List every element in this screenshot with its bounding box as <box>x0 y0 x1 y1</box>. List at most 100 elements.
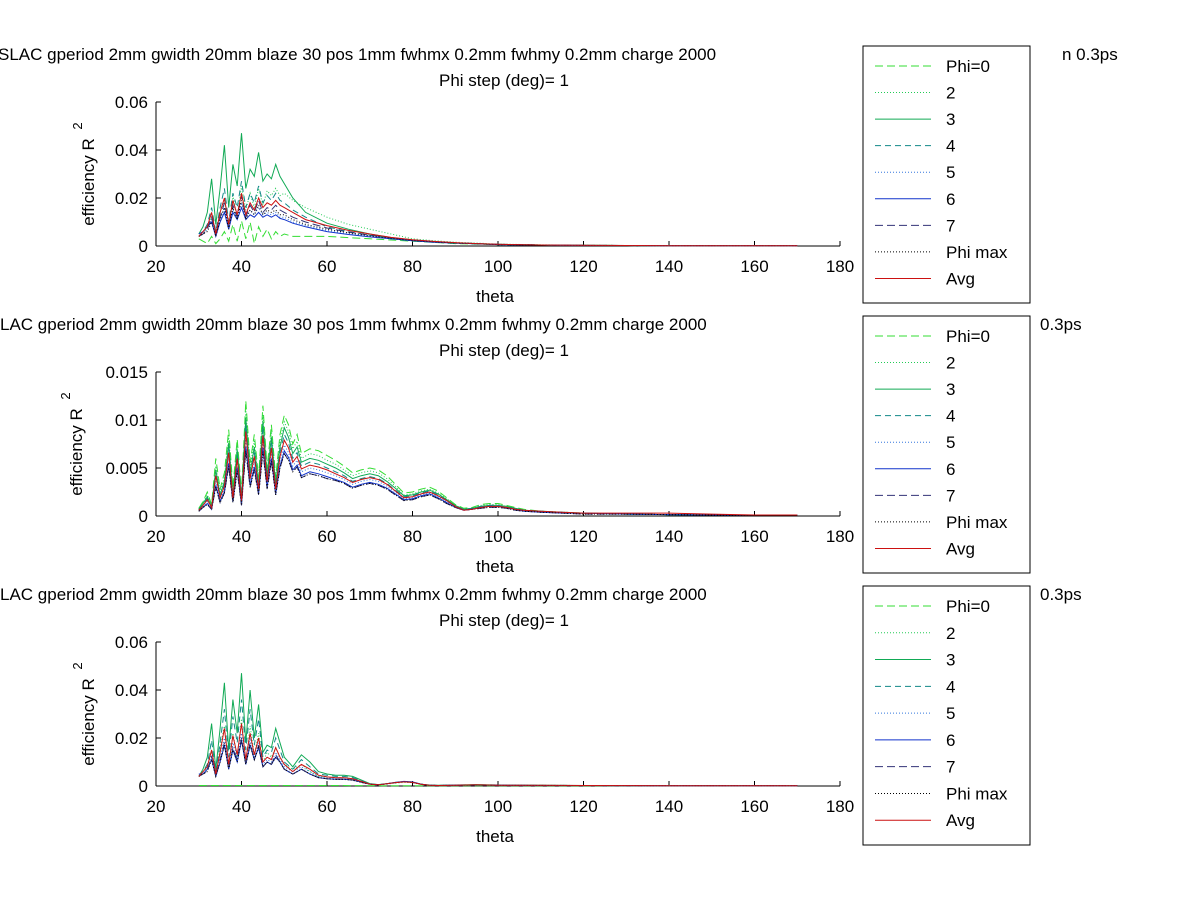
subplot-3: LAC gperiod 2mm gwidth 20mm blaze 30 pos… <box>0 585 1082 846</box>
y-axis-label: efficiency R <box>79 138 98 226</box>
legend-label: 2 <box>946 84 955 103</box>
x-tick-label: 140 <box>655 797 683 816</box>
subplot-1: SLAC gperiod 2mm gwidth 20mm blaze 30 po… <box>0 45 1118 306</box>
y-tick-label: 0.02 <box>115 189 148 208</box>
y-tick-label: 0.06 <box>115 633 148 652</box>
chart-subtitle: Phi step (deg)= 1 <box>439 71 569 90</box>
x-tick-label: 80 <box>403 257 422 276</box>
legend-label: 7 <box>946 216 955 235</box>
x-tick-label: 40 <box>232 797 251 816</box>
legend-label: 4 <box>946 137 955 156</box>
chart-subtitle: Phi step (deg)= 1 <box>439 341 569 360</box>
legend-label: 3 <box>946 110 955 129</box>
y-tick-label: 0.02 <box>115 729 148 748</box>
y-tick-label: 0.015 <box>105 363 148 382</box>
series-line-8 <box>198 200 798 247</box>
series-line-2 <box>198 185 798 247</box>
x-tick-label: 160 <box>740 527 768 546</box>
legend-label: Avg <box>946 811 975 830</box>
chart-title-tail: n 0.3ps <box>1062 45 1118 64</box>
series-line-1 <box>198 400 798 516</box>
legend-label: 7 <box>946 486 955 505</box>
legend-label: Avg <box>946 539 975 558</box>
legend-label: Avg <box>946 269 975 288</box>
subplot-2: LAC gperiod 2mm gwidth 20mm blaze 30 pos… <box>0 315 1082 576</box>
legend-label: Phi=0 <box>946 597 990 616</box>
legend-label: Phi=0 <box>946 327 990 346</box>
chart-title: LAC gperiod 2mm gwidth 20mm blaze 30 pos… <box>0 585 707 604</box>
legend-label: 7 <box>946 758 955 777</box>
legend-label: 4 <box>946 677 955 696</box>
legend-box <box>862 585 1031 846</box>
legend-label: 2 <box>946 354 955 373</box>
x-tick-label: 180 <box>826 257 854 276</box>
y-tick-label: 0 <box>139 237 148 256</box>
legend-label: 3 <box>946 651 955 670</box>
x-tick-label: 80 <box>403 797 422 816</box>
y-axis-label-superscript: 2 <box>70 662 85 669</box>
x-tick-label: 40 <box>232 527 251 546</box>
y-axis-label-group: efficiency R 2 <box>70 662 98 765</box>
x-tick-label: 180 <box>826 527 854 546</box>
legend-label: Phi max <box>946 513 1008 532</box>
series-line-7 <box>198 195 798 247</box>
y-axis-label-group: efficiency R 2 <box>70 122 98 225</box>
series-line-5 <box>198 733 798 787</box>
y-axis-label: efficiency R <box>67 408 86 496</box>
legend-label: 6 <box>946 190 955 209</box>
legend-label: 4 <box>946 407 955 426</box>
x-tick-label: 60 <box>318 527 337 546</box>
series-line-9 <box>198 431 798 516</box>
x-axis-label: theta <box>476 827 514 846</box>
y-axis-label-superscript: 2 <box>70 122 85 129</box>
legend-label: 5 <box>946 163 955 182</box>
y-tick-label: 0.01 <box>115 411 148 430</box>
legend-label: 6 <box>946 460 955 479</box>
y-tick-label: 0 <box>139 507 148 526</box>
y-tick-label: 0.005 <box>105 459 148 478</box>
legend-label: 3 <box>946 380 955 399</box>
x-tick-label: 80 <box>403 527 422 546</box>
x-axis-label: theta <box>476 557 514 576</box>
x-tick-label: 20 <box>147 797 166 816</box>
legend-label: Phi max <box>946 784 1008 803</box>
legend-box <box>862 315 1031 574</box>
y-axis-label-group: efficiency R 2 <box>58 392 86 495</box>
chart-title-tail: 0.3ps <box>1040 315 1082 334</box>
legend-label: Phi=0 <box>946 57 990 76</box>
series-line-9 <box>198 193 798 247</box>
legend-label: Phi max <box>946 243 1008 262</box>
x-tick-label: 20 <box>147 527 166 546</box>
x-tick-label: 120 <box>569 257 597 276</box>
x-tick-label: 120 <box>569 527 597 546</box>
y-tick-label: 0.04 <box>115 141 148 160</box>
chart-title: LAC gperiod 2mm gwidth 20mm blaze 30 pos… <box>0 315 707 334</box>
x-tick-label: 140 <box>655 527 683 546</box>
x-tick-label: 100 <box>484 527 512 546</box>
chart-title-tail: 0.3ps <box>1040 585 1082 604</box>
x-tick-label: 100 <box>484 797 512 816</box>
x-tick-label: 160 <box>740 797 768 816</box>
x-tick-label: 160 <box>740 257 768 276</box>
series-line-5 <box>198 201 798 247</box>
y-axis-label: efficiency R <box>79 678 98 766</box>
series-line-4 <box>198 181 798 247</box>
series-line-9 <box>198 723 798 787</box>
chart-title: SLAC gperiod 2mm gwidth 20mm blaze 30 po… <box>0 45 716 64</box>
legend-label: 5 <box>946 433 955 452</box>
series-line-8 <box>198 450 798 516</box>
x-tick-label: 60 <box>318 797 337 816</box>
y-axis-label-superscript: 2 <box>58 392 73 399</box>
x-axis-label: theta <box>476 287 514 306</box>
legend-label: 2 <box>946 624 955 643</box>
x-tick-label: 180 <box>826 797 854 816</box>
x-tick-label: 100 <box>484 257 512 276</box>
x-tick-label: 120 <box>569 797 597 816</box>
chart-subtitle: Phi step (deg)= 1 <box>439 611 569 630</box>
legend-label: 5 <box>946 704 955 723</box>
y-tick-label: 0.06 <box>115 93 148 112</box>
legend-box <box>862 45 1031 304</box>
x-tick-label: 40 <box>232 257 251 276</box>
y-tick-label: 0 <box>139 777 148 796</box>
